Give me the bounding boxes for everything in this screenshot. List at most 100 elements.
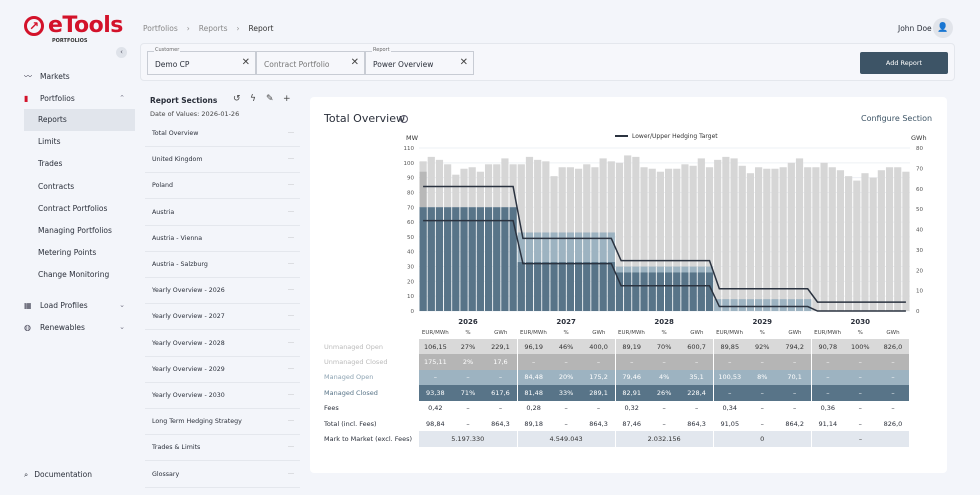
report-section-item[interactable]: Yearly Overview - 2029 ···	[145, 357, 300, 383]
more-options-icon[interactable]: ···	[287, 470, 294, 478]
more-options-icon[interactable]: ···	[287, 261, 294, 268]
sidebar-item-portfolios[interactable]: ▮ Portfolios ⌃	[24, 93, 125, 103]
bar-managed-open	[779, 299, 787, 311]
user-name[interactable]: John Doe	[898, 24, 932, 33]
chevron-down-icon: ⌄	[119, 323, 125, 331]
bar-managed-closed	[697, 272, 705, 311]
breadcrumb-reports[interactable]: Reports	[198, 24, 228, 33]
table-cell: 864,3	[687, 419, 706, 428]
table-cell: 98,84	[426, 419, 445, 428]
more-options-icon[interactable]: ···	[287, 130, 294, 137]
report-section-item[interactable]: Glossary ···	[145, 462, 300, 488]
report-section-item[interactable]: Yearly Overview - 2027 ···	[145, 304, 300, 331]
sidebar-subitem-limits[interactable]: Limits	[38, 137, 61, 147]
report-section-item[interactable]: Austria ···	[145, 200, 300, 226]
configure-section-link[interactable]: Configure Section	[861, 114, 933, 123]
info-icon[interactable]: i	[400, 115, 408, 123]
unit-header: GWh	[886, 330, 900, 336]
more-options-icon[interactable]: ···	[287, 287, 294, 295]
report-section-item[interactable]: Austria - Salzburg ···	[145, 252, 300, 278]
report-section-item[interactable]: Yearly Overview - 2030 ···	[145, 383, 300, 409]
bar-managed-closed	[648, 272, 656, 311]
more-options-icon[interactable]: ···	[287, 208, 294, 216]
bar-unmanaged-open	[828, 167, 836, 311]
report-section-item[interactable]: Trades & Limits ···	[145, 435, 300, 462]
collapse-sidebar-button[interactable]: ‹	[116, 47, 127, 58]
table-cell: –	[760, 404, 764, 413]
history-icon[interactable]: ↺	[233, 94, 241, 104]
table-cell: –	[745, 354, 779, 370]
table-cell: 4%	[647, 369, 681, 386]
more-options-icon[interactable]: ···	[287, 418, 294, 426]
sidebar-subitem-trades[interactable]: Trades	[38, 159, 63, 169]
sidebar-subitem-change-monitoring[interactable]: Change Monitoring	[38, 270, 110, 280]
report-select[interactable]: Report Power Overview ✕	[365, 47, 474, 75]
sidebar-item-load-profiles[interactable]: ▦ Load Profiles ⌄	[24, 300, 125, 310]
unit-header: GWh	[690, 330, 704, 336]
table-cell: 89,85	[712, 339, 746, 355]
row-label: Unmanaged Open	[324, 342, 383, 351]
table-cell: –	[466, 419, 470, 428]
pencil-icon[interactable]: ✎	[266, 94, 274, 104]
mtm-cell: 0	[712, 431, 812, 447]
sidebar-subitem-contract-portfolios[interactable]: Contract Portfolios	[38, 203, 108, 213]
customer-select[interactable]: Customer Demo CP ✕	[147, 47, 256, 75]
row-label: Fees	[324, 404, 339, 413]
more-options-icon[interactable]: ···	[287, 156, 294, 164]
clear-icon[interactable]: ✕	[350, 57, 359, 68]
contract-portfolio-select[interactable]: Contract Portfolio ✕	[256, 51, 365, 75]
report-section-item[interactable]: United Kingdom ···	[145, 147, 300, 174]
unit-header: EUR/MWh	[716, 330, 743, 336]
clear-icon[interactable]: ✕	[241, 57, 250, 68]
more-options-icon[interactable]: ···	[287, 339, 294, 347]
table-cell: –	[876, 385, 910, 401]
sidebar-subitem-contracts[interactable]: Contracts	[38, 181, 75, 191]
row-label: Total (incl. Fees)	[324, 419, 377, 428]
bar-unmanaged-open	[722, 156, 730, 311]
bar-managed-open	[795, 299, 804, 311]
table-cell: –	[760, 419, 764, 428]
sidebar-subitem-managing-portfolios[interactable]: Managing Portfolios	[38, 226, 112, 235]
sidebar-subitem-reports[interactable]: Reports	[24, 109, 135, 131]
plus-icon[interactable]: +	[283, 94, 291, 104]
more-options-icon[interactable]: ···	[287, 365, 294, 373]
report-section-item[interactable]: Austria - Vienna ···	[145, 226, 300, 252]
table-cell: –	[662, 419, 666, 428]
table-cell: 0,34	[712, 400, 746, 416]
lower-hedging-target-line	[423, 219, 906, 312]
clear-icon[interactable]: ✕	[459, 57, 468, 68]
bar-managed-closed	[468, 207, 476, 311]
report-section-item[interactable]: Poland ···	[145, 173, 300, 200]
table-cell: –	[810, 369, 844, 386]
more-options-icon[interactable]: ···	[287, 182, 294, 190]
table-row: Mark to Market (excl. Fees) 5.197.330 4.54…	[322, 431, 910, 447]
more-options-icon[interactable]: ···	[287, 313, 294, 321]
bar-managed-closed	[632, 272, 640, 311]
avatar[interactable]: 👤	[933, 18, 953, 38]
mtm-cell: 2.032.156	[614, 431, 714, 447]
table-cell: 84,48	[516, 369, 550, 386]
breadcrumb-portfolios[interactable]: Portfolios	[143, 24, 178, 33]
table-cell: –	[793, 404, 797, 413]
lightning-icon[interactable]: ϟ	[250, 94, 256, 104]
documentation-link[interactable]: ⌕ Documentation	[24, 470, 93, 479]
bar-chart-icon: ▮	[24, 93, 29, 103]
more-options-icon[interactable]: ···	[287, 234, 294, 242]
more-options-icon[interactable]: ···	[287, 392, 294, 399]
mtm-cell: 4.549.043	[516, 431, 616, 447]
report-section-item[interactable]: Long Term Hedging Strategy ···	[145, 409, 300, 436]
bar-unmanaged-open	[648, 168, 656, 311]
sidebar-item-markets[interactable]: 〰 Markets	[24, 71, 70, 81]
report-section-item[interactable]: Yearly Overview - 2026 ···	[145, 278, 300, 305]
sidebar-subitem-metering-points[interactable]: Metering Points	[38, 248, 97, 258]
report-section-item[interactable]: Total Overview ···	[145, 121, 300, 147]
add-report-button[interactable]: Add Report	[860, 52, 948, 74]
table-cell: 33%	[549, 385, 583, 401]
report-section-item[interactable]: Yearly Overview - 2028 ···	[145, 331, 300, 357]
logo[interactable]: ↗ eTools	[24, 15, 123, 37]
sidebar-item-renewables[interactable]: ◍ Renewables ⌄	[24, 322, 125, 332]
more-options-icon[interactable]: ···	[287, 444, 294, 452]
overview-table: 2026 2027 2028 2029 2030 EUR/MWh% GWh EUR/MWh% G…	[322, 317, 910, 447]
table-cell: –	[712, 385, 746, 401]
bar-managed-open	[804, 299, 812, 311]
